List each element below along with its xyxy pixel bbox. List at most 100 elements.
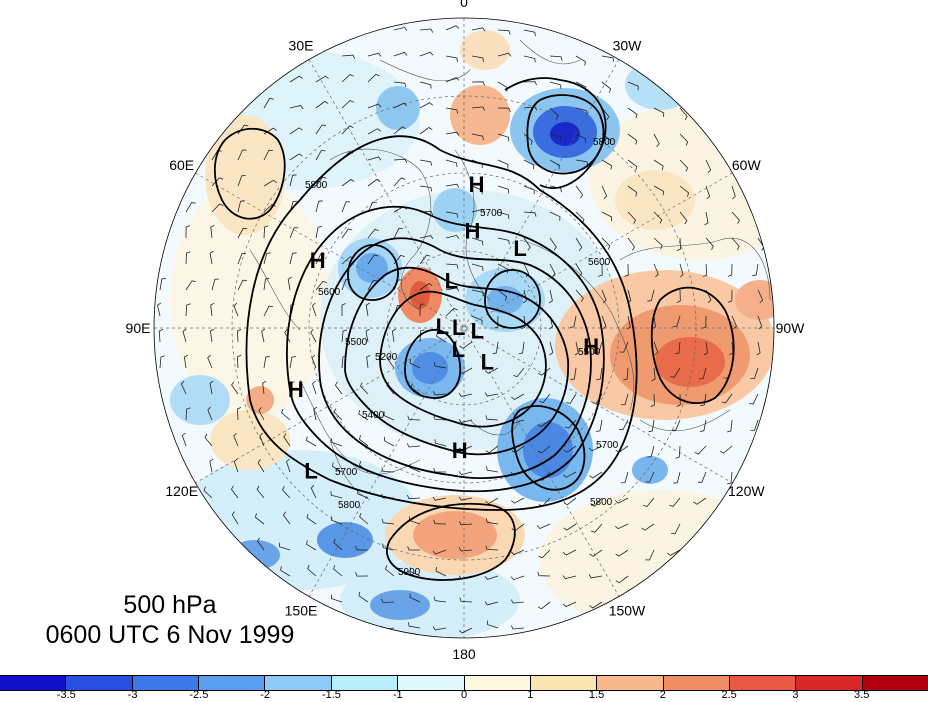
wind-barb — [367, 52, 382, 57]
wind-barb — [756, 341, 761, 356]
wind-barb — [433, 519, 447, 525]
wind-barb — [237, 200, 245, 213]
wind-barb — [254, 513, 265, 525]
wind-barb — [409, 593, 421, 603]
wind-barb — [653, 133, 660, 147]
wind-barb — [757, 289, 764, 304]
wind-barb — [433, 596, 447, 603]
wind-barb — [459, 597, 473, 603]
wind-barb — [731, 315, 737, 330]
wind-barb — [209, 328, 215, 343]
wind-barb — [651, 315, 656, 330]
wind-barb — [261, 328, 266, 343]
valid-time-label: 0600 UTC 6 Nov 1999 — [45, 621, 295, 649]
colorbar-segment — [729, 676, 797, 690]
wind-barb — [367, 128, 381, 135]
wind-barb — [419, 127, 433, 135]
wind-barb — [185, 303, 191, 317]
wind-barb — [513, 367, 525, 378]
wind-barb — [485, 367, 499, 374]
wind-barb — [159, 355, 165, 369]
wind-barb — [749, 393, 759, 405]
wind-barb — [679, 107, 688, 121]
wind-barb — [281, 408, 291, 421]
high-pressure-marker: H — [288, 377, 304, 402]
wind-barb — [315, 176, 327, 187]
wind-barb — [721, 393, 733, 404]
wind-barb — [518, 341, 525, 355]
wind-barb — [615, 575, 629, 584]
colorbar-segment — [464, 676, 531, 690]
wind-barb — [445, 131, 460, 136]
polar-map: 5800 5700 5600 5500 5400 5200 5500 5600 … — [126, 0, 806, 662]
wind-barb — [484, 392, 499, 397]
wind-barb — [727, 263, 733, 277]
wind-barb — [618, 419, 629, 431]
wind-barb — [383, 411, 395, 421]
wind-barb — [331, 516, 343, 525]
wind-barb — [341, 303, 346, 316]
longitude-label: 60E — [169, 157, 194, 173]
wind-barb — [204, 433, 213, 447]
wind-barb — [497, 185, 510, 194]
wind-barb — [497, 29, 511, 35]
wind-barb — [419, 51, 434, 57]
wind-barb — [458, 445, 473, 452]
wind-barb — [653, 237, 663, 250]
wind-barb — [419, 283, 433, 291]
wind-barb — [699, 367, 707, 380]
wind-barb — [289, 127, 303, 135]
wind-barb — [523, 81, 537, 86]
wind-barb — [627, 133, 638, 145]
wind-barb — [537, 419, 551, 428]
wind-barb — [233, 432, 239, 447]
wind-barb — [259, 432, 265, 447]
colorbar-segment — [530, 676, 598, 690]
wind-barb — [233, 302, 239, 317]
colorbar — [0, 675, 928, 691]
wind-barb — [367, 254, 379, 265]
wind-barb — [409, 567, 421, 577]
wind-barb — [757, 315, 763, 330]
wind-barb — [624, 263, 629, 277]
wind-barbs — [157, 25, 765, 634]
wind-barb — [699, 419, 707, 432]
wind-barb — [257, 537, 265, 551]
wind-barb — [471, 289, 484, 297]
wind-barb — [158, 329, 164, 343]
wind-barb — [458, 418, 473, 423]
wind-barb — [601, 107, 610, 121]
wind-barb — [485, 497, 499, 505]
wind-barb — [589, 471, 603, 479]
wind-barb — [497, 211, 510, 220]
pressure-level-label: 500 hPa — [123, 591, 217, 619]
wind-barb — [445, 307, 458, 317]
wind-barb — [615, 549, 629, 557]
wind-barb — [445, 107, 459, 114]
wind-barb — [419, 254, 431, 265]
wind-barb — [549, 81, 562, 89]
wind-barb — [315, 124, 327, 135]
longitude-label: 90W — [776, 320, 806, 336]
wind-barb — [334, 381, 343, 395]
wind-barb — [614, 497, 629, 504]
wind-barb — [563, 523, 577, 531]
contour-label: 5900 — [398, 567, 421, 578]
wind-barb — [700, 393, 707, 407]
wind-barb — [731, 185, 736, 200]
wind-barb — [306, 436, 317, 447]
wind-barb — [601, 211, 613, 222]
low-pressure-marker: L — [471, 318, 484, 343]
wind-barb — [497, 159, 509, 169]
wind-barb — [486, 620, 499, 629]
wind-barb — [704, 211, 709, 226]
wind-barb — [419, 185, 433, 192]
coastlines — [249, 39, 771, 501]
wind-barb — [538, 549, 551, 559]
wind-barb — [703, 341, 708, 356]
wind-barb — [211, 278, 219, 291]
wind-barb — [315, 280, 327, 291]
wind-barb — [523, 106, 538, 111]
colorbar-tick-label: 1.5 — [588, 689, 605, 701]
wind-barb — [419, 81, 432, 89]
